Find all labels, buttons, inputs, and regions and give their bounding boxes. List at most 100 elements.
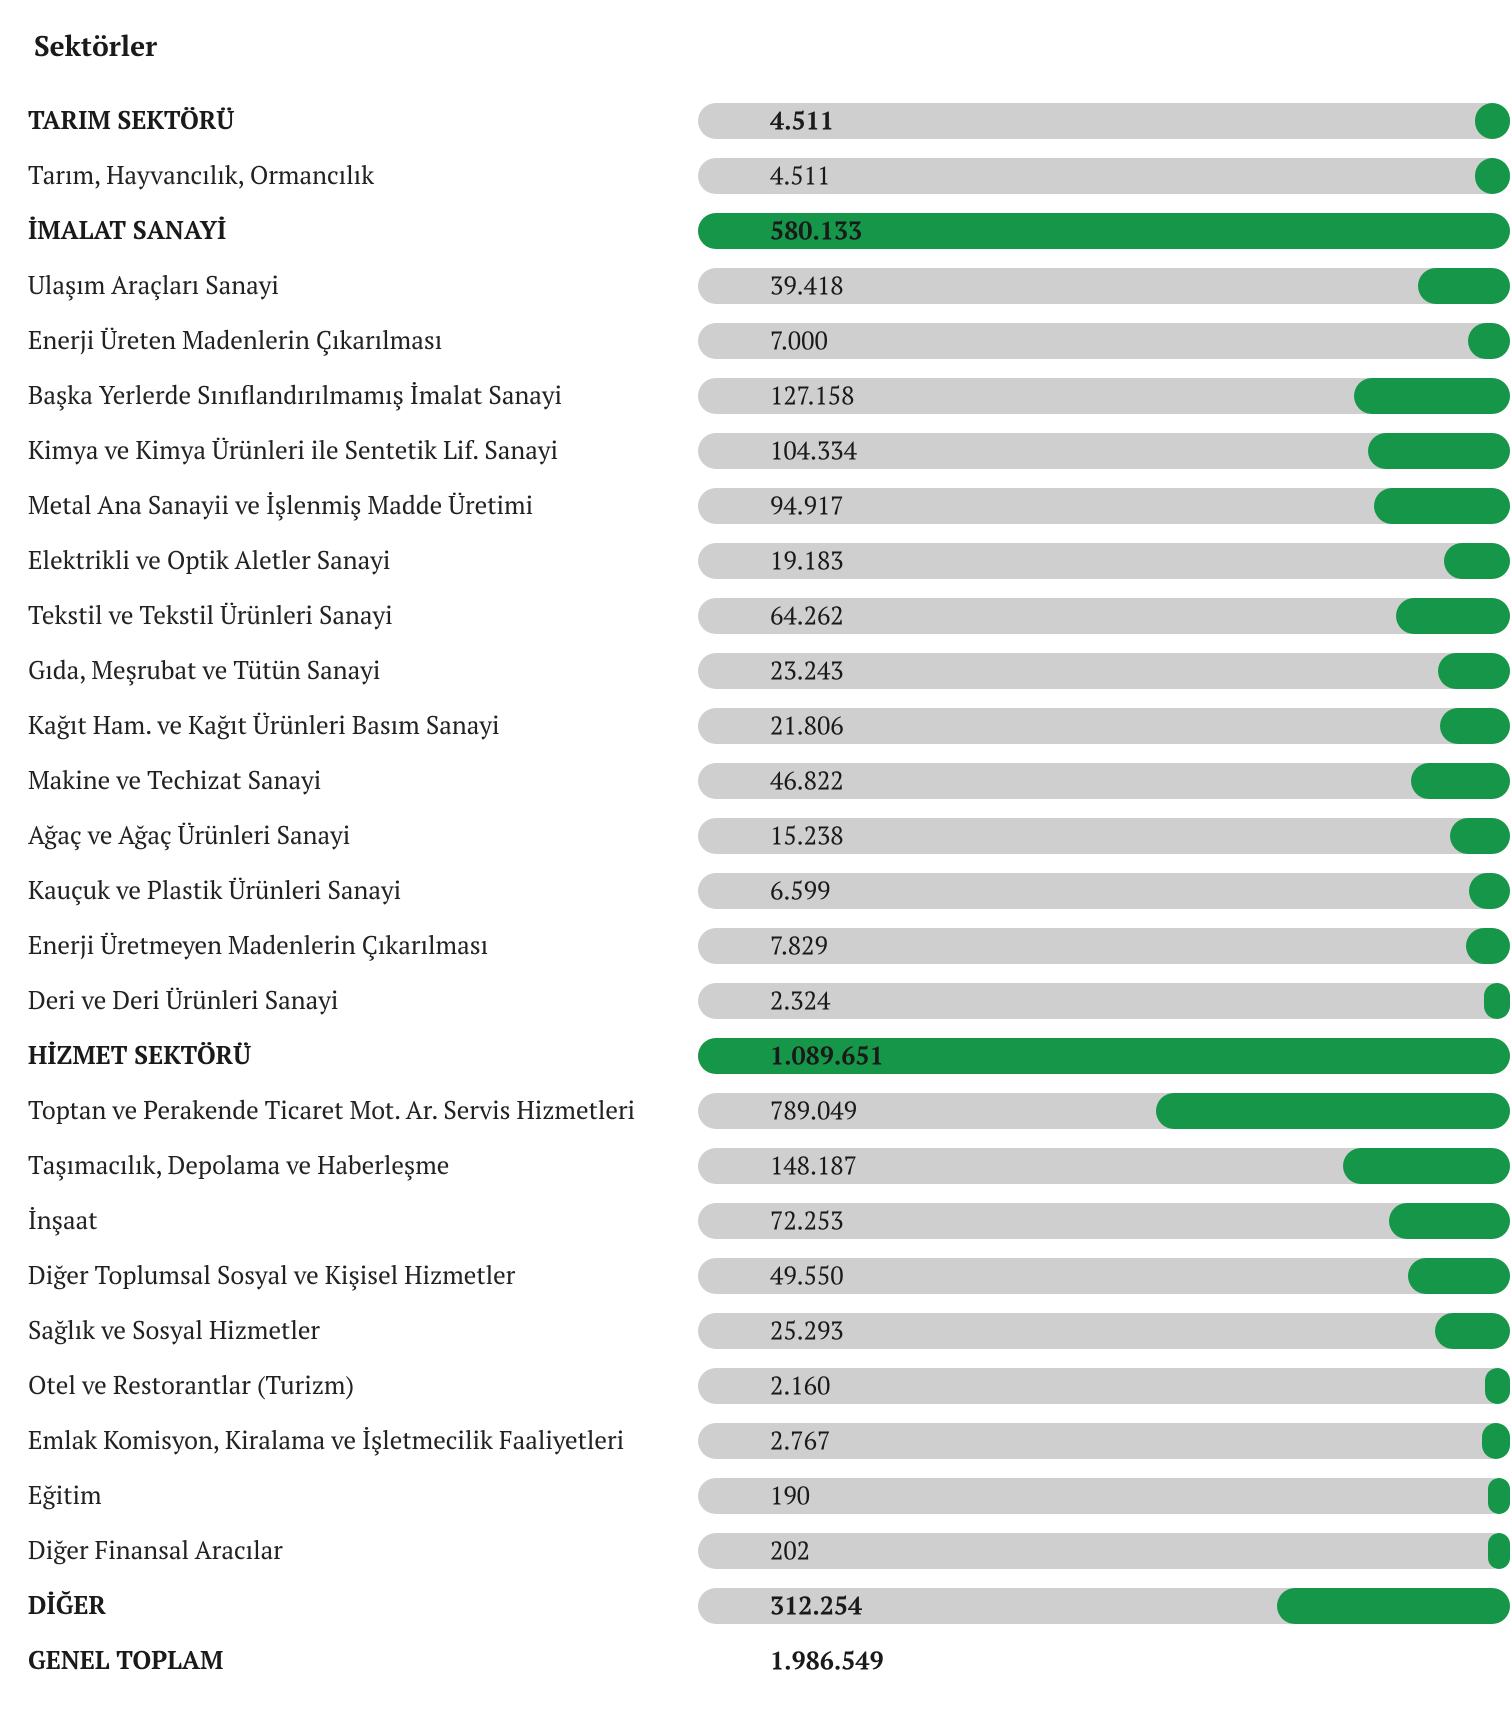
sector-bar: 1.089.651: [698, 1038, 1510, 1074]
sector-label: Eğitim: [28, 1479, 698, 1512]
bar-fill: [1450, 818, 1510, 854]
bar-fill: [1469, 873, 1510, 909]
sector-row: Toptan ve Perakende Ticaret Mot. Ar. Ser…: [28, 1083, 1510, 1138]
bar-fill: [1440, 708, 1510, 744]
sector-bar: 580.133: [698, 213, 1510, 249]
sector-value: 148.187: [770, 1149, 857, 1182]
sector-label: Diğer Toplumsal Sosyal ve Kişisel Hizmet…: [28, 1259, 698, 1292]
sector-label: Ağaç ve Ağaç Ürünleri Sanayi: [28, 819, 698, 852]
sector-bar: 312.254: [698, 1588, 1510, 1624]
sector-label: Tarım, Hayvancılık, Ormancılık: [28, 159, 698, 192]
sector-bar: 94.917: [698, 488, 1510, 524]
sector-label: Taşımacılık, Depolama ve Haberleşme: [28, 1149, 698, 1182]
sector-value: 4.511: [770, 159, 830, 192]
bar-fill: [1475, 158, 1510, 194]
sector-label: İnşaat: [28, 1204, 698, 1237]
sector-value: 4.511: [770, 104, 834, 137]
bar-fill: [1435, 1313, 1510, 1349]
sector-value: 49.550: [770, 1259, 844, 1292]
sector-value: 127.158: [770, 379, 854, 412]
chart-title: Sektörler: [34, 28, 1510, 65]
sector-bar: 19.183: [698, 543, 1510, 579]
bar-fill: [1475, 103, 1510, 139]
sector-label: Makine ve Techizat Sanayi: [28, 764, 698, 797]
bar-fill: [1396, 598, 1510, 634]
sector-value: 2.160: [770, 1369, 830, 1402]
sector-value: 104.334: [770, 434, 857, 467]
sector-label: Kağıt Ham. ve Kağıt Ürünleri Basım Sanay…: [28, 709, 698, 742]
sector-bar: 789.049: [698, 1093, 1510, 1129]
sector-label: Kauçuk ve Plastik Ürünleri Sanayi: [28, 874, 698, 907]
sector-bar: 39.418: [698, 268, 1510, 304]
sector-value: 15.238: [770, 819, 844, 852]
sector-row: DİĞER312.254: [28, 1578, 1510, 1633]
sector-chart: Sektörler TARIM SEKTÖRÜ 4.511 Tarım, Hayva…: [0, 0, 1510, 1728]
bar-fill: [1368, 433, 1510, 469]
sector-bar: 127.158: [698, 378, 1510, 414]
sector-bar: 1.986.549: [698, 1643, 1510, 1679]
sector-row: Kauçuk ve Plastik Ürünleri Sanayi6.599: [28, 863, 1510, 918]
sector-label: Ulaşım Araçları Sanayi: [28, 269, 698, 302]
sector-value: 7.829: [770, 929, 828, 962]
bar-fill: [1488, 1533, 1510, 1569]
sector-row: İnşaat72.253: [28, 1193, 1510, 1248]
sector-row: Enerji Üreten Madenlerin Çıkarılması 7.00…: [28, 313, 1510, 368]
sector-bar: 49.550: [698, 1258, 1510, 1294]
sector-bar: 7.000: [698, 323, 1510, 359]
sector-label: Kimya ve Kimya Ürünleri ile Sentetik Lif…: [28, 434, 698, 467]
sector-label: Toptan ve Perakende Ticaret Mot. Ar. Ser…: [28, 1094, 698, 1127]
bar-fill: [1485, 1368, 1510, 1404]
bar-fill: [1389, 1203, 1510, 1239]
sector-value: 1.986.549: [770, 1644, 884, 1677]
bar-fill: [1466, 928, 1510, 964]
sector-bar: 2.160: [698, 1368, 1510, 1404]
sector-label: Emlak Komisyon, Kiralama ve İşletmecilik…: [28, 1424, 698, 1457]
sector-label: Deri ve Deri Ürünleri Sanayi: [28, 984, 698, 1017]
sector-label: Başka Yerlerde Sınıflandırılmamış İmalat…: [28, 379, 698, 412]
sector-value: 64.262: [770, 599, 844, 632]
sector-label: Gıda, Meşrubat ve Tütün Sanayi: [28, 654, 698, 687]
sector-value: 1.089.651: [770, 1039, 884, 1072]
sector-label: Enerji Üreten Madenlerin Çıkarılması: [28, 324, 698, 357]
sector-row: Enerji Üretmeyen Madenlerin Çıkarılması 7…: [28, 918, 1510, 973]
sector-label: TARIM SEKTÖRÜ: [28, 104, 698, 137]
sector-row: Deri ve Deri Ürünleri Sanayi2.324: [28, 973, 1510, 1028]
bar-fill: [1438, 653, 1510, 689]
bar-fill: [1411, 763, 1510, 799]
bar-track: [698, 1533, 1510, 1569]
sector-row: Ağaç ve Ağaç Ürünleri Sanayi 15.238: [28, 808, 1510, 863]
sector-bar: 104.334: [698, 433, 1510, 469]
bar-fill: [1156, 1093, 1510, 1129]
sector-value: 2.767: [770, 1424, 830, 1457]
sector-row: İMALAT SANAYİ580.133: [28, 203, 1510, 258]
sector-value: 39.418: [770, 269, 844, 302]
sector-bar: 190: [698, 1478, 1510, 1514]
bar-fill: [1374, 488, 1510, 524]
sector-bar: 21.806: [698, 708, 1510, 744]
sector-row: Kağıt Ham. ve Kağıt Ürünleri Basım Sanay…: [28, 698, 1510, 753]
bar-fill: [1488, 1478, 1510, 1514]
bar-fill: [1444, 543, 1510, 579]
sector-label: GENEL TOPLAM: [28, 1644, 698, 1677]
sector-label: Elektrikli ve Optik Aletler Sanayi: [28, 544, 698, 577]
sector-bar: 64.262: [698, 598, 1510, 634]
sector-bar: 202: [698, 1533, 1510, 1569]
sector-label: Enerji Üretmeyen Madenlerin Çıkarılması: [28, 929, 698, 962]
sector-label: Metal Ana Sanayii ve İşlenmiş Madde Üret…: [28, 489, 698, 522]
sector-label: Otel ve Restorantlar (Turizm): [28, 1369, 698, 1402]
bar-fill: [1277, 1588, 1510, 1624]
sector-value: 190: [770, 1479, 810, 1512]
sector-value: 94.917: [770, 489, 844, 522]
sector-value: 7.000: [770, 324, 828, 357]
sector-row: Emlak Komisyon, Kiralama ve İşletmecilik…: [28, 1413, 1510, 1468]
bar-track: [698, 1478, 1510, 1514]
chart-rows: TARIM SEKTÖRÜ 4.511 Tarım, Hayvancılık, Or…: [28, 93, 1510, 1688]
sector-label: DİĞER: [28, 1589, 698, 1622]
sector-bar: 148.187: [698, 1148, 1510, 1184]
sector-bar: 2.324: [698, 983, 1510, 1019]
bar-fill: [1354, 378, 1510, 414]
sector-row: Eğitim 190: [28, 1468, 1510, 1523]
sector-bar: 4.511: [698, 158, 1510, 194]
sector-row: HİZMET SEKTÖRÜ1.089.651: [28, 1028, 1510, 1083]
sector-label: Sağlık ve Sosyal Hizmetler: [28, 1314, 698, 1347]
